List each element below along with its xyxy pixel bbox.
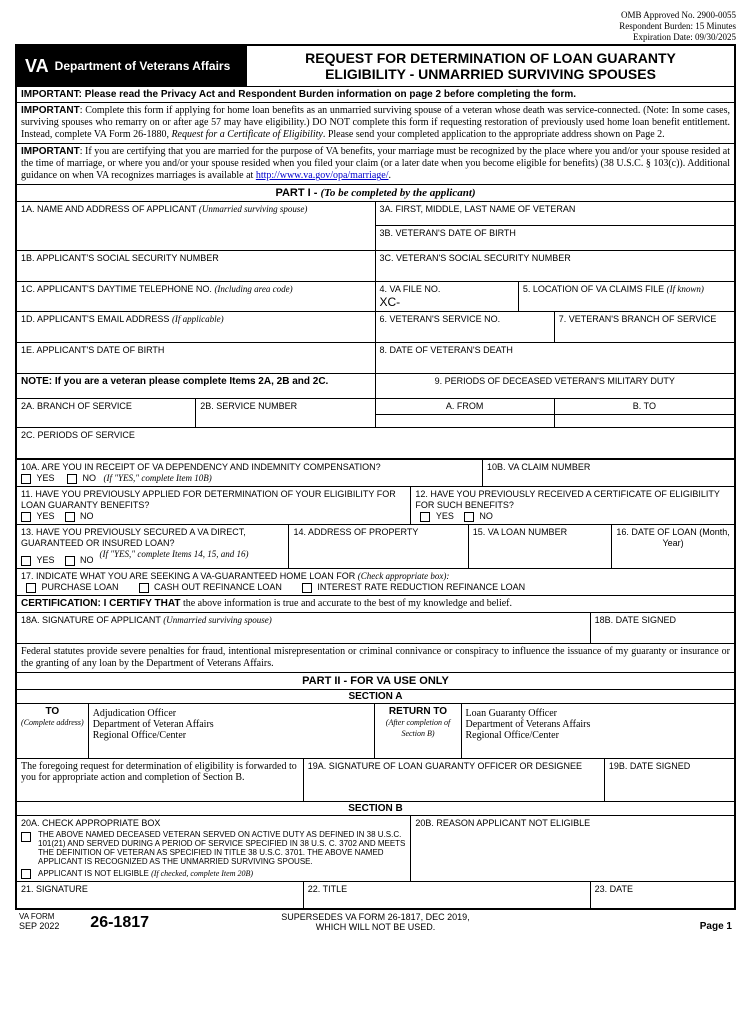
field-3a[interactable]: 3A. FIRST, MIDDLE, LAST NAME OF VETERAN (376, 202, 735, 226)
field-9b[interactable]: B. TO (555, 399, 734, 427)
field-10b[interactable]: 10B. VA CLAIM NUMBER (483, 460, 734, 486)
expiration-date: Expiration Date: 09/30/2025 (15, 32, 736, 43)
row-1e-8: 1E. APPLICANT'S DATE OF BIRTH 8. DATE OF… (17, 343, 734, 374)
certification: CERTIFICATION: I CERTIFY THAT the above … (17, 596, 734, 613)
department-name: Department of Veterans Affairs (55, 59, 231, 73)
field-23[interactable]: 23. DATE (591, 882, 734, 908)
important-2: IMPORTANT: Complete this form if applyin… (17, 103, 734, 144)
form-body: VA Department of Veterans Affairs REQUES… (15, 44, 736, 909)
row-2a-2b-9ab: 2A. BRANCH OF SERVICE 2B. SERVICE NUMBER… (17, 399, 734, 428)
omb-number: OMB Approved No. 2900-0055 (15, 10, 736, 21)
checkbox-17-cashout[interactable] (139, 583, 149, 593)
field-4[interactable]: 4. VA FILE NO. XC- (376, 282, 519, 311)
page-number: Page 1 (554, 921, 732, 932)
field-21[interactable]: 21. SIGNATURE (17, 882, 304, 908)
checkbox-20a-eligible[interactable] (21, 832, 31, 842)
field-20b[interactable]: 20B. REASON APPLICANT NOT ELIGIBLE (411, 816, 734, 880)
row-18: 18A. SIGNATURE OF APPLICANT (Unmarried s… (17, 613, 734, 644)
field-16[interactable]: 16. DATE OF LOAN (Month, Year) (612, 525, 734, 568)
field-20a: 20A. CHECK APPROPRIATE BOX THE ABOVE NAM… (17, 816, 411, 880)
checkbox-12-yes[interactable] (420, 512, 430, 522)
checkbox-10a-no[interactable] (67, 474, 77, 484)
field-1a[interactable]: 1A. NAME AND ADDRESS OF APPLICANT (Unmar… (17, 202, 376, 250)
return-label: RETURN TO(After completion of Section B) (375, 704, 461, 758)
marriage-link[interactable]: http://www.va.gov/opa/marriage/ (256, 170, 389, 181)
checkbox-11-yes[interactable] (21, 512, 31, 522)
checkbox-17-purchase[interactable] (26, 583, 36, 593)
note-2abc: NOTE: If you are a veteran please comple… (17, 374, 376, 398)
department-box: VA Department of Veterans Affairs (17, 46, 247, 86)
field-19a[interactable]: 19A. SIGNATURE OF LOAN GUARANTY OFFICER … (304, 759, 605, 801)
row-20: 20A. CHECK APPROPRIATE BOX THE ABOVE NAM… (17, 816, 734, 881)
row-11-12: 11. HAVE YOU PREVIOUSLY APPLIED FOR DETE… (17, 487, 734, 525)
field-18a[interactable]: 18A. SIGNATURE OF APPLICANT (Unmarried s… (17, 613, 591, 643)
forward-text: The foregoing request for determination … (17, 759, 304, 801)
field-2c[interactable]: 2C. PERIODS OF SERVICE (17, 428, 734, 458)
checkbox-11-no[interactable] (65, 512, 75, 522)
field-8[interactable]: 8. DATE OF VETERAN'S DEATH (376, 343, 735, 373)
field-1d[interactable]: 1D. APPLICANT'S EMAIL ADDRESS (If applic… (17, 312, 376, 342)
field-12: 12. HAVE YOU PREVIOUSLY RECEIVED A CERTI… (411, 487, 734, 524)
row-13-16: 13. HAVE YOU PREVIOUSLY SECURED A VA DIR… (17, 525, 734, 569)
field-1c[interactable]: 1C. APPLICANT'S DAYTIME TELEPHONE NO. (I… (17, 282, 376, 311)
field-1e[interactable]: 1E. APPLICANT'S DATE OF BIRTH (17, 343, 376, 373)
row-21-23: 21. SIGNATURE 22. TITLE 23. DATE (17, 882, 734, 908)
row-10: 10A. ARE YOU IN RECEIPT OF VA DEPENDENCY… (17, 459, 734, 487)
form-title: REQUEST FOR DETERMINATION OF LOAN GUARAN… (247, 46, 734, 86)
field-14[interactable]: 14. ADDRESS OF PROPERTY (289, 525, 468, 568)
checkbox-10a-yes[interactable] (21, 474, 31, 484)
field-3b[interactable]: 3B. VETERAN'S DATE OF BIRTH (376, 226, 735, 250)
field-7[interactable]: 7. VETERAN'S BRANCH OF SERVICE (555, 312, 734, 342)
row-1c-4-5: 1C. APPLICANT'S DAYTIME TELEPHONE NO. (I… (17, 282, 734, 312)
checkbox-20a-not-eligible[interactable] (21, 869, 31, 879)
to-address: Adjudication OfficerDepartment of Vetera… (89, 704, 376, 758)
return-address: Loan Guaranty OfficerDepartment of Veter… (462, 704, 734, 758)
form-page: OMB Approved No. 2900-0055 Respondent Bu… (0, 0, 751, 944)
part-2-header: PART II - FOR VA USE ONLY (17, 673, 734, 690)
row-1b-3c: 1B. APPLICANT'S SOCIAL SECURITY NUMBER 3… (17, 251, 734, 282)
field-3c[interactable]: 3C. VETERAN'S SOCIAL SECURITY NUMBER (376, 251, 735, 281)
va-logo-icon: VA (25, 56, 49, 77)
field-10a: 10A. ARE YOU IN RECEIPT OF VA DEPENDENCY… (17, 460, 483, 486)
field-2b[interactable]: 2B. SERVICE NUMBER (196, 399, 375, 427)
checkbox-17-irrrl[interactable] (302, 583, 312, 593)
important-1: IMPORTANT: Please read the Privacy Act a… (17, 87, 734, 103)
penalty-statement: Federal statutes provide severe penaltie… (17, 644, 734, 673)
field-22[interactable]: 22. TITLE (304, 882, 591, 908)
respondent-burden: Respondent Burden: 15 Minutes (15, 21, 736, 32)
part-1-header: PART I - (To be completed by the applica… (17, 185, 734, 202)
section-a-header: SECTION A (17, 690, 734, 704)
form-footer: VA FORM SEP 2022 26-1817 SUPERSEDES VA F… (15, 910, 736, 934)
field-1b[interactable]: 1B. APPLICANT'S SOCIAL SECURITY NUMBER (17, 251, 376, 281)
field-19b[interactable]: 19B. DATE SIGNED (605, 759, 734, 801)
row-1a-3a: 1A. NAME AND ADDRESS OF APPLICANT (Unmar… (17, 202, 734, 251)
row-1d-6-7: 1D. APPLICANT'S EMAIL ADDRESS (If applic… (17, 312, 734, 343)
omb-header: OMB Approved No. 2900-0055 Respondent Bu… (15, 10, 736, 42)
form-number: 26-1817 (90, 914, 197, 932)
row-forward-19: The foregoing request for determination … (17, 759, 734, 802)
title-row: VA Department of Veterans Affairs REQUES… (17, 46, 734, 87)
field-17: 17. INDICATE WHAT YOU ARE SEEKING A VA-G… (17, 569, 734, 596)
checkbox-12-no[interactable] (464, 512, 474, 522)
important-3: IMPORTANT: If you are certifying that yo… (17, 144, 734, 185)
field-13: 13. HAVE YOU PREVIOUSLY SECURED A VA DIR… (17, 525, 289, 568)
field-6[interactable]: 6. VETERAN'S SERVICE NO. (376, 312, 555, 342)
checkbox-13-yes[interactable] (21, 556, 31, 566)
field-11: 11. HAVE YOU PREVIOUSLY APPLIED FOR DETE… (17, 487, 411, 524)
field-5[interactable]: 5. LOCATION OF VA CLAIMS FILE (If known) (519, 282, 734, 311)
checkbox-13-no[interactable] (65, 556, 75, 566)
field-15[interactable]: 15. VA LOAN NUMBER (469, 525, 612, 568)
field-9-header: 9. PERIODS OF DECEASED VETERAN'S MILITAR… (376, 374, 735, 398)
field-2a[interactable]: 2A. BRANCH OF SERVICE (17, 399, 196, 427)
row-to-return: TO(Complete address) Adjudication Office… (17, 704, 734, 759)
section-b-header: SECTION B (17, 802, 734, 816)
field-18b[interactable]: 18B. DATE SIGNED (591, 613, 734, 643)
row-note-9: NOTE: If you are a veteran please comple… (17, 374, 734, 399)
field-9a[interactable]: A. FROM (376, 399, 555, 427)
to-label: TO(Complete address) (17, 704, 89, 758)
row-2c: 2C. PERIODS OF SERVICE (17, 428, 734, 459)
